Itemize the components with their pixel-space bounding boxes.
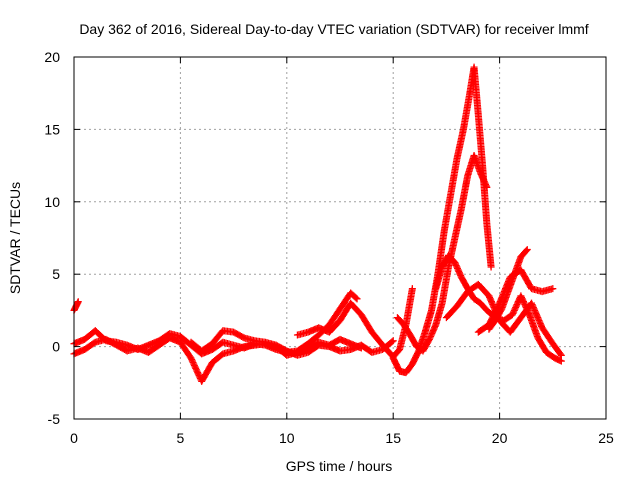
series-arc-5 bbox=[293, 285, 416, 361]
x-tick-label: 15 bbox=[385, 430, 401, 446]
x-tick-label: 5 bbox=[177, 430, 185, 446]
series-arc-4 bbox=[187, 327, 397, 359]
x-tick-label: 20 bbox=[492, 430, 508, 446]
axis-ticks: 0 5 10 15 20 25 -5 0 5 10 15 20 bbox=[44, 49, 614, 446]
data-point bbox=[353, 295, 361, 303]
data-point bbox=[487, 263, 495, 271]
data-point bbox=[389, 337, 397, 345]
chart-title: Day 362 of 2016, Sidereal Day-to-day VTE… bbox=[79, 21, 588, 37]
grid-lines bbox=[74, 57, 606, 419]
series-arc-11 bbox=[485, 246, 531, 333]
y-tick-label: 20 bbox=[44, 49, 60, 65]
data-point bbox=[556, 350, 564, 358]
data-point bbox=[352, 294, 360, 302]
data-point bbox=[523, 246, 531, 254]
data-point bbox=[483, 183, 491, 191]
y-tick-label: 10 bbox=[44, 194, 60, 210]
plot-frame bbox=[73, 56, 607, 420]
series-arc-1 bbox=[70, 298, 82, 314]
data-point bbox=[408, 285, 416, 293]
series-arc-6 bbox=[389, 63, 495, 377]
series-arc-7 bbox=[393, 151, 491, 355]
data-point bbox=[388, 338, 396, 346]
y-tick-label: 0 bbox=[52, 339, 60, 355]
data-point bbox=[522, 247, 530, 255]
x-axis-label: GPS time / hours bbox=[286, 458, 393, 474]
data-points bbox=[70, 63, 565, 385]
y-tick-label: -5 bbox=[48, 411, 61, 427]
data-point bbox=[549, 285, 557, 293]
y-tick-label: 5 bbox=[52, 266, 60, 282]
data-point bbox=[557, 351, 565, 359]
x-tick-label: 10 bbox=[279, 430, 295, 446]
x-tick-label: 0 bbox=[70, 430, 78, 446]
y-tick-label: 15 bbox=[44, 121, 60, 137]
y-axis-label: SDTVAR / TECUs bbox=[7, 182, 23, 294]
x-tick-label: 25 bbox=[598, 430, 614, 446]
data-point bbox=[74, 298, 82, 306]
